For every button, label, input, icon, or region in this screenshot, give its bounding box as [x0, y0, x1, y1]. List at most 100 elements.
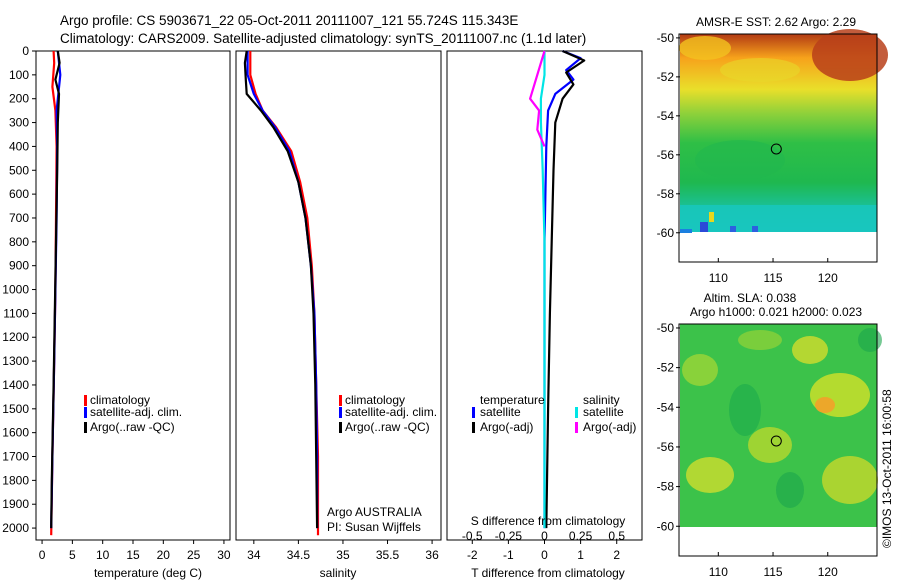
argo-location-marker	[770, 143, 782, 155]
x2-tick-label: 0.25	[569, 529, 593, 543]
legend-label-s-satellite: satellite	[583, 405, 624, 419]
depth-tick-label: 200	[9, 92, 29, 106]
depth-tick-label: 700	[9, 211, 29, 225]
map-x-tick-label: 115	[763, 565, 782, 579]
sst-map-ticks: 110 115 120 -50 -52 -54 -56 -58 -60	[657, 31, 838, 285]
x-tick-label: 34	[247, 548, 261, 562]
sla-high-patch	[822, 456, 878, 504]
sla-high-patch	[686, 457, 734, 493]
x2-tick-label: 0	[541, 529, 548, 543]
legend-label-climatology: climatology	[345, 393, 405, 407]
depth-tick-label: 1700	[2, 450, 29, 464]
difference-legend: temperature salinity satellite Argo(-adj…	[472, 393, 636, 434]
legend-swatch-satellite	[339, 407, 342, 418]
figure-title-line-1: Argo profile: CS 5903671_22 05-Oct-2011 …	[60, 13, 519, 28]
depth-tick-label: 1300	[2, 354, 29, 368]
map-y-tick-label: -60	[657, 519, 675, 533]
salinity-x-ticks: 34 34.5 35 35.5 36	[247, 540, 439, 562]
map-y-tick-label: -54	[657, 109, 675, 123]
temperature-axes-frame	[35, 50, 231, 541]
salinity-series	[243, 50, 320, 536]
sst-cold-cell	[752, 226, 758, 234]
x-tick-label: 1	[577, 548, 584, 562]
legend-label-satellite: satellite-adj. clim.	[90, 405, 182, 419]
depth-tick-label: 800	[9, 235, 29, 249]
x-tick-label: 5	[69, 548, 76, 562]
legend-label-t-satellite: satellite	[480, 405, 521, 419]
sla-map-ticks: 110 115 120 -50 -52 -54 -56 -58 -60	[657, 321, 838, 579]
map-x-tick-label: 120	[818, 565, 838, 579]
x-tick-label: 15	[126, 548, 140, 562]
float-owner-annotation: Argo AUSTRALIA	[327, 505, 422, 519]
legend-label-satellite: satellite-adj. clim.	[345, 405, 437, 419]
depth-tick-label: 300	[9, 116, 29, 130]
difference-series	[528, 49, 586, 529]
legend-swatch-s-satellite	[575, 407, 578, 418]
x-tick-label: 34.5	[287, 548, 311, 562]
sla-map-title-line-2: Argo h1000: 0.021 h2000: 0.023	[690, 305, 862, 319]
argo-location-marker	[770, 435, 782, 447]
sst-heatmap	[679, 29, 888, 262]
sst-cold-cell	[709, 212, 714, 222]
depth-tick-label: 2000	[2, 521, 29, 535]
legend-swatch-t-argo	[472, 422, 475, 433]
map-x-tick-label: 110	[709, 565, 728, 579]
x-tick-label: -2	[467, 548, 478, 562]
legend-swatch-argo	[339, 422, 342, 433]
depth-tick-label: 500	[9, 163, 29, 177]
depth-tick-label: 400	[9, 139, 29, 153]
x-tick-label: 35.5	[376, 548, 400, 562]
sla-map-title-line-1: Altim. SLA: 0.038	[704, 291, 797, 305]
x2-tick-label: -0.25	[495, 529, 523, 543]
map-y-tick-label: -50	[657, 321, 675, 335]
depth-tick-label: 1400	[2, 378, 29, 392]
temperature-x-ticks: 0 5 10 15 20 25 30	[39, 540, 231, 562]
depth-tick-label: 1600	[2, 426, 29, 440]
difference-x2label: S difference from climatology	[471, 514, 626, 528]
salinity-xlabel: salinity	[320, 566, 357, 580]
sla-high-patch	[748, 427, 792, 463]
depth-tick-label: 1200	[2, 330, 29, 344]
legend-label-argo: Argo(..raw -QC)	[345, 420, 430, 434]
x-tick-label: 20	[157, 548, 171, 562]
salinity-axes-frame	[235, 50, 442, 541]
legend-swatch-climatology	[84, 395, 87, 406]
sla-high-patch	[738, 330, 782, 350]
sst-cool-patch	[695, 140, 785, 180]
legend-swatch-argo	[84, 422, 87, 433]
x2-tick-label: -0.5	[462, 529, 483, 543]
x-tick-label: 30	[217, 548, 231, 562]
profile-line-s-satellite	[539, 51, 546, 529]
legend-header-salinity: salinity	[583, 393, 620, 407]
depth-tick-label: 100	[9, 68, 29, 82]
depth-tick-label: 1000	[2, 283, 29, 297]
depth-tick-label: 0	[22, 44, 29, 58]
map-y-tick-label: -54	[657, 400, 675, 414]
sst-map-title: AMSR-E SST: 2.62 Argo: 2.29	[696, 15, 856, 29]
map-y-tick-label: -56	[657, 148, 675, 162]
legend-label-t-argo: Argo(-adj)	[480, 420, 533, 434]
sst-missing-data	[680, 232, 877, 262]
sla-low-patch	[776, 472, 804, 508]
x-tick-label: 10	[96, 548, 110, 562]
depth-tick-label: 1500	[2, 402, 29, 416]
x-tick-label: 2	[613, 548, 620, 562]
sst-cold-cell	[680, 229, 692, 233]
map-y-tick-label: -58	[657, 480, 675, 494]
map-x-tick-label: 110	[709, 271, 728, 285]
map-y-tick-label: -56	[657, 440, 675, 454]
depth-tick-label: 1800	[2, 473, 29, 487]
map-y-tick-label: -52	[657, 70, 675, 84]
figure-title-line-2: Climatology: CARS2009. Satellite-adjuste…	[60, 31, 587, 46]
x-tick-label: 35	[336, 548, 350, 562]
x-tick-label: 25	[187, 548, 201, 562]
map-y-tick-label: -58	[657, 187, 675, 201]
profile-line-s-argo-adj-	[528, 50, 546, 147]
legend-swatch-satellite	[84, 407, 87, 418]
legend-swatch-climatology	[339, 395, 342, 406]
sst-cold-cell	[700, 222, 708, 236]
temperature-series	[50, 50, 62, 536]
temperature-panel: 0100200300400500600700800900100011001200…	[2, 44, 231, 580]
profile-line-argo-raw-qc-	[243, 50, 319, 529]
